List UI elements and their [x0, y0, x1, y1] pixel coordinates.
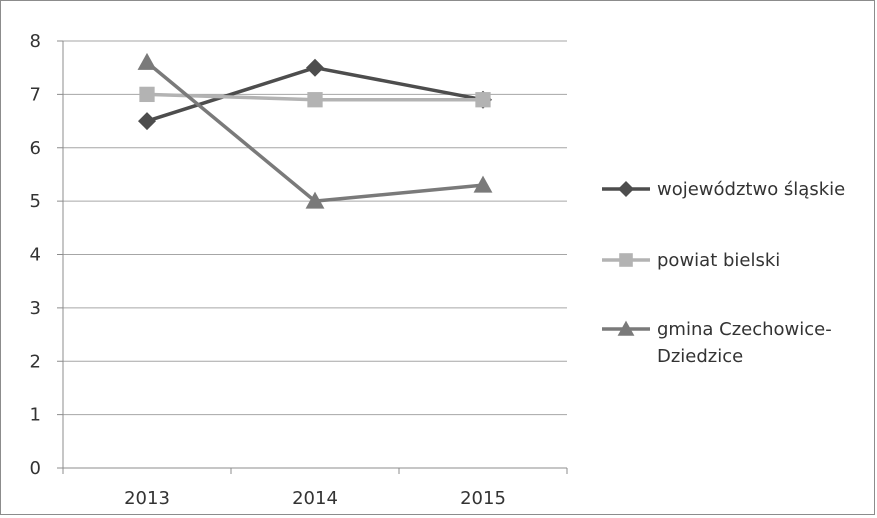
- x-tick-label: 2013: [124, 488, 170, 509]
- legend-marker: [617, 320, 635, 336]
- data-point: [473, 175, 493, 193]
- data-point: [305, 191, 325, 209]
- y-tick-label: 7: [30, 84, 41, 105]
- data-point: [306, 58, 324, 77]
- y-tick-label: 6: [30, 138, 41, 159]
- y-tick-label: 8: [30, 31, 41, 52]
- series-line: [145, 61, 484, 203]
- legend-label: województwo śląskie: [657, 179, 845, 200]
- legend-label: Dziedzice: [657, 346, 743, 367]
- data-point: [138, 112, 156, 131]
- y-tick-label: 3: [30, 298, 41, 319]
- data-point: [307, 92, 323, 108]
- y-tick-label: 4: [30, 245, 41, 266]
- y-tick-label: 2: [30, 351, 41, 372]
- y-tick-label: 1: [30, 405, 41, 426]
- x-tick-label: 2015: [460, 488, 506, 509]
- x-tick-label: 2014: [292, 488, 338, 509]
- legend-label: gmina Czechowice-: [657, 319, 832, 340]
- legend-label: powiat bielski: [657, 250, 780, 271]
- data-point: [139, 86, 155, 103]
- data-point: [137, 52, 157, 70]
- legend-marker: [618, 181, 634, 197]
- data-point: [475, 92, 491, 108]
- legend-marker: [619, 253, 633, 267]
- y-tick-label: 5: [30, 191, 41, 212]
- y-tick-label: 0: [30, 458, 41, 479]
